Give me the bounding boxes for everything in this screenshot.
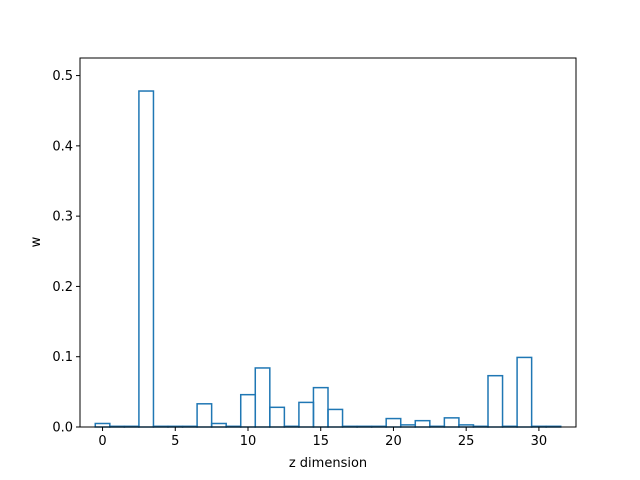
histogram-bar-24 — [443, 417, 460, 428]
y-tick-label: 0.1 — [52, 350, 73, 365]
histogram-bar-20 — [385, 417, 402, 428]
x-axis-ticks: 0 5 10 15 20 25 30 — [98, 427, 547, 449]
x-tick-label: 20 — [385, 434, 402, 449]
histogram-bar-22 — [414, 419, 431, 428]
histogram-bar-10 — [239, 393, 257, 428]
histogram-bar-11 — [254, 367, 271, 428]
histogram-bar-14 — [298, 401, 315, 428]
x-tick-label: 30 — [531, 434, 548, 449]
x-tick-label: 25 — [458, 434, 475, 449]
plot-frame — [79, 57, 577, 428]
histogram-bar-0 — [94, 422, 111, 428]
y-axis-ticks: 0.0 0.1 0.2 0.3 0.4 0.5 — [52, 69, 80, 436]
histogram-bar-3 — [138, 90, 155, 428]
x-tick-label: 5 — [171, 434, 179, 449]
histogram-bar-7 — [196, 403, 213, 428]
histogram-steps — [94, 90, 562, 428]
x-tick-label: 15 — [312, 434, 329, 449]
y-tick-label: 0.3 — [52, 210, 73, 225]
histogram-bar-15 — [312, 386, 329, 428]
y-tick-label: 0.5 — [52, 69, 73, 84]
histogram-bar-27 — [487, 374, 504, 428]
y-tick-label: 0.2 — [52, 280, 73, 295]
x-tick-label: 0 — [98, 434, 106, 449]
x-tick-label: 10 — [240, 434, 257, 449]
histogram-bar-12 — [269, 406, 286, 428]
y-tick-label: 0.0 — [52, 421, 73, 436]
y-axis-label: w — [29, 236, 44, 247]
histogram-bar-29 — [516, 356, 533, 428]
histogram-bar-8 — [210, 422, 227, 428]
histogram-bar-16 — [327, 408, 344, 428]
y-tick-label: 0.4 — [52, 139, 73, 154]
x-axis-label: z dimension — [289, 456, 367, 471]
